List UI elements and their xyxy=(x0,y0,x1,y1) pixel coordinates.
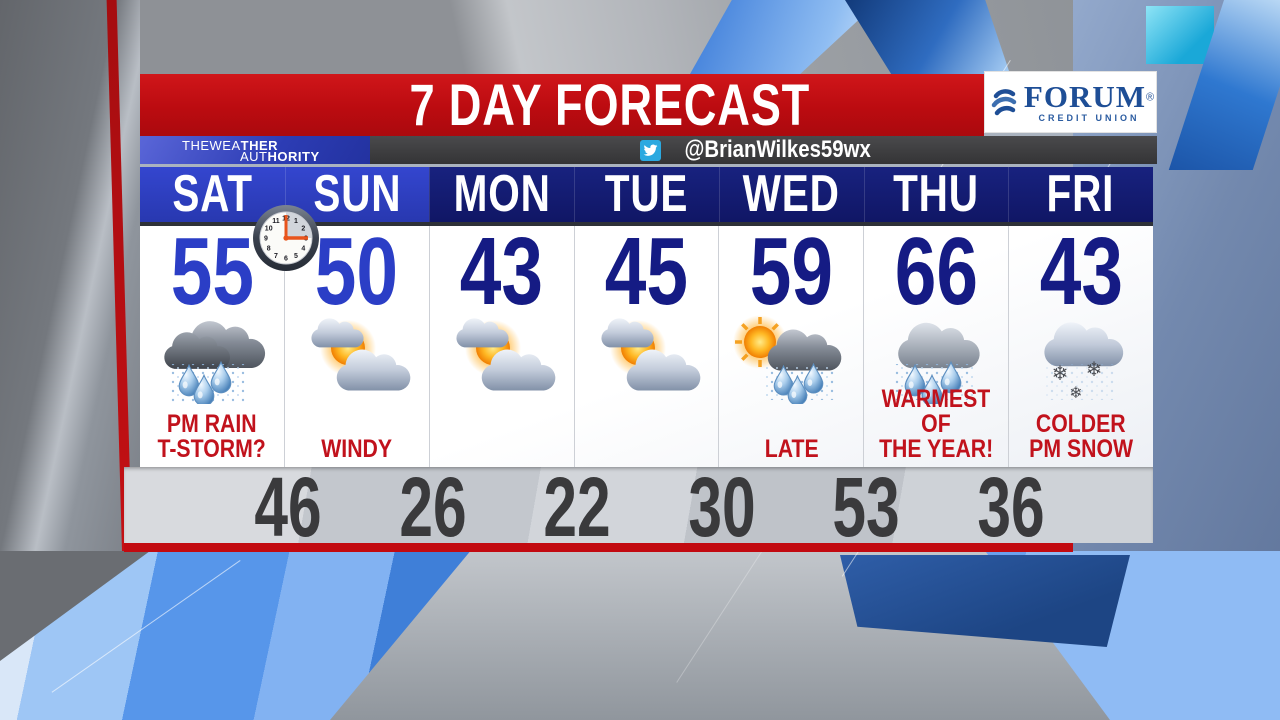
forecast-column-tue: 45 xyxy=(573,218,719,467)
svg-text:8: 8 xyxy=(267,246,271,253)
high-temp: 43 xyxy=(459,218,544,325)
forecast-column-fri: 43 ❄ ❄ ❄ COLDERPM SNOW xyxy=(1008,218,1153,467)
forecast-column-mon: 43 xyxy=(428,218,574,467)
twitter-icon xyxy=(639,139,661,161)
twitter-handle: @BrianWilkes59wx xyxy=(684,136,871,163)
social-bar: THEWEATHER AUTHORITY @BrianWilkes59wx xyxy=(140,136,1157,164)
background-shard xyxy=(1146,6,1214,64)
svg-text:10: 10 xyxy=(265,226,273,233)
condition-text: PM RAIN xyxy=(167,410,257,438)
authority-text: THEWEA xyxy=(182,138,241,153)
day-header-tue: TUE xyxy=(574,167,719,222)
condition-text: WINDY xyxy=(321,435,393,463)
day-header-fri: FRI xyxy=(1008,167,1154,222)
low-temp: 53 xyxy=(832,460,900,554)
svg-text:❄: ❄ xyxy=(1069,383,1082,402)
forecast-cells: 55 PM RAINT-STORM? 50 xyxy=(140,218,1153,467)
low-temp: 26 xyxy=(399,460,467,554)
forum-swoosh-icon xyxy=(991,89,1017,116)
title-bar: 7 DAY FORECAST xyxy=(140,74,984,137)
forecast-column-sat: 55 PM RAINT-STORM? xyxy=(140,218,284,467)
svg-text:5: 5 xyxy=(294,253,298,260)
high-temp: 50 xyxy=(315,218,399,325)
svg-text:2: 2 xyxy=(301,226,305,233)
svg-text:7: 7 xyxy=(274,253,278,260)
svg-text:9: 9 xyxy=(264,236,268,243)
forecast-column-thu: 66 WARMEST OFTHE YEAR! xyxy=(863,218,1008,467)
snow-cloud-icon: ❄ ❄ ❄ xyxy=(1009,308,1153,404)
forecast-column-wed: 59 LATE xyxy=(718,218,863,467)
sun-clouds-icon xyxy=(575,308,719,404)
day-header-thu: THU xyxy=(863,167,1009,222)
day-header-sun: SUN xyxy=(284,167,430,222)
sun-clouds-icon xyxy=(430,308,574,404)
high-temp: 59 xyxy=(749,218,834,325)
overnight-lows-bar: 46 26 22 30 53 36 xyxy=(124,460,1153,554)
sponsor-name: FORUM xyxy=(1023,79,1146,114)
high-temp: 55 xyxy=(170,218,254,325)
sun-rain-cloud-icon xyxy=(719,308,863,404)
page-title: 7 DAY FORECAST xyxy=(409,73,811,138)
rain-cloud-icon xyxy=(864,308,1008,404)
svg-text:1: 1 xyxy=(294,218,298,225)
low-temp: 30 xyxy=(688,460,756,554)
svg-text:6: 6 xyxy=(284,256,288,263)
red-frame-bottom xyxy=(124,543,1073,552)
sponsor-subtitle: CREDIT UNION xyxy=(1038,113,1140,123)
high-temp: 66 xyxy=(894,218,978,325)
condition-text: COLDER xyxy=(1036,410,1126,438)
high-temp: 45 xyxy=(604,218,689,325)
svg-text:4: 4 xyxy=(301,246,305,253)
forecast-column-sun: 50 WINDY xyxy=(283,218,429,467)
sponsor-logo: FORUM® CREDIT UNION xyxy=(984,71,1157,133)
day-header-wed: WED xyxy=(718,167,864,222)
svg-text:❄: ❄ xyxy=(1086,357,1103,381)
svg-text:11: 11 xyxy=(272,218,280,225)
low-temp: 36 xyxy=(977,460,1045,554)
rain-cloud-icon xyxy=(140,308,284,404)
condition-text: LATE xyxy=(764,435,819,463)
day-header-sat: SAT xyxy=(140,167,285,222)
low-temp: 46 xyxy=(254,460,322,554)
sun-clouds-icon xyxy=(285,308,429,404)
registered-mark: ® xyxy=(1145,91,1155,104)
weather-authority-logo: THEWEATHER AUTHORITY xyxy=(140,136,370,164)
svg-text:❄: ❄ xyxy=(1052,361,1069,385)
condition-text: WARMEST OF xyxy=(881,385,991,438)
high-temp: 43 xyxy=(1039,218,1123,325)
day-header-mon: MON xyxy=(429,167,575,222)
low-temp: 22 xyxy=(543,460,611,554)
day-header-row: SAT SUN MON TUE WED THU FRI xyxy=(140,167,1154,226)
